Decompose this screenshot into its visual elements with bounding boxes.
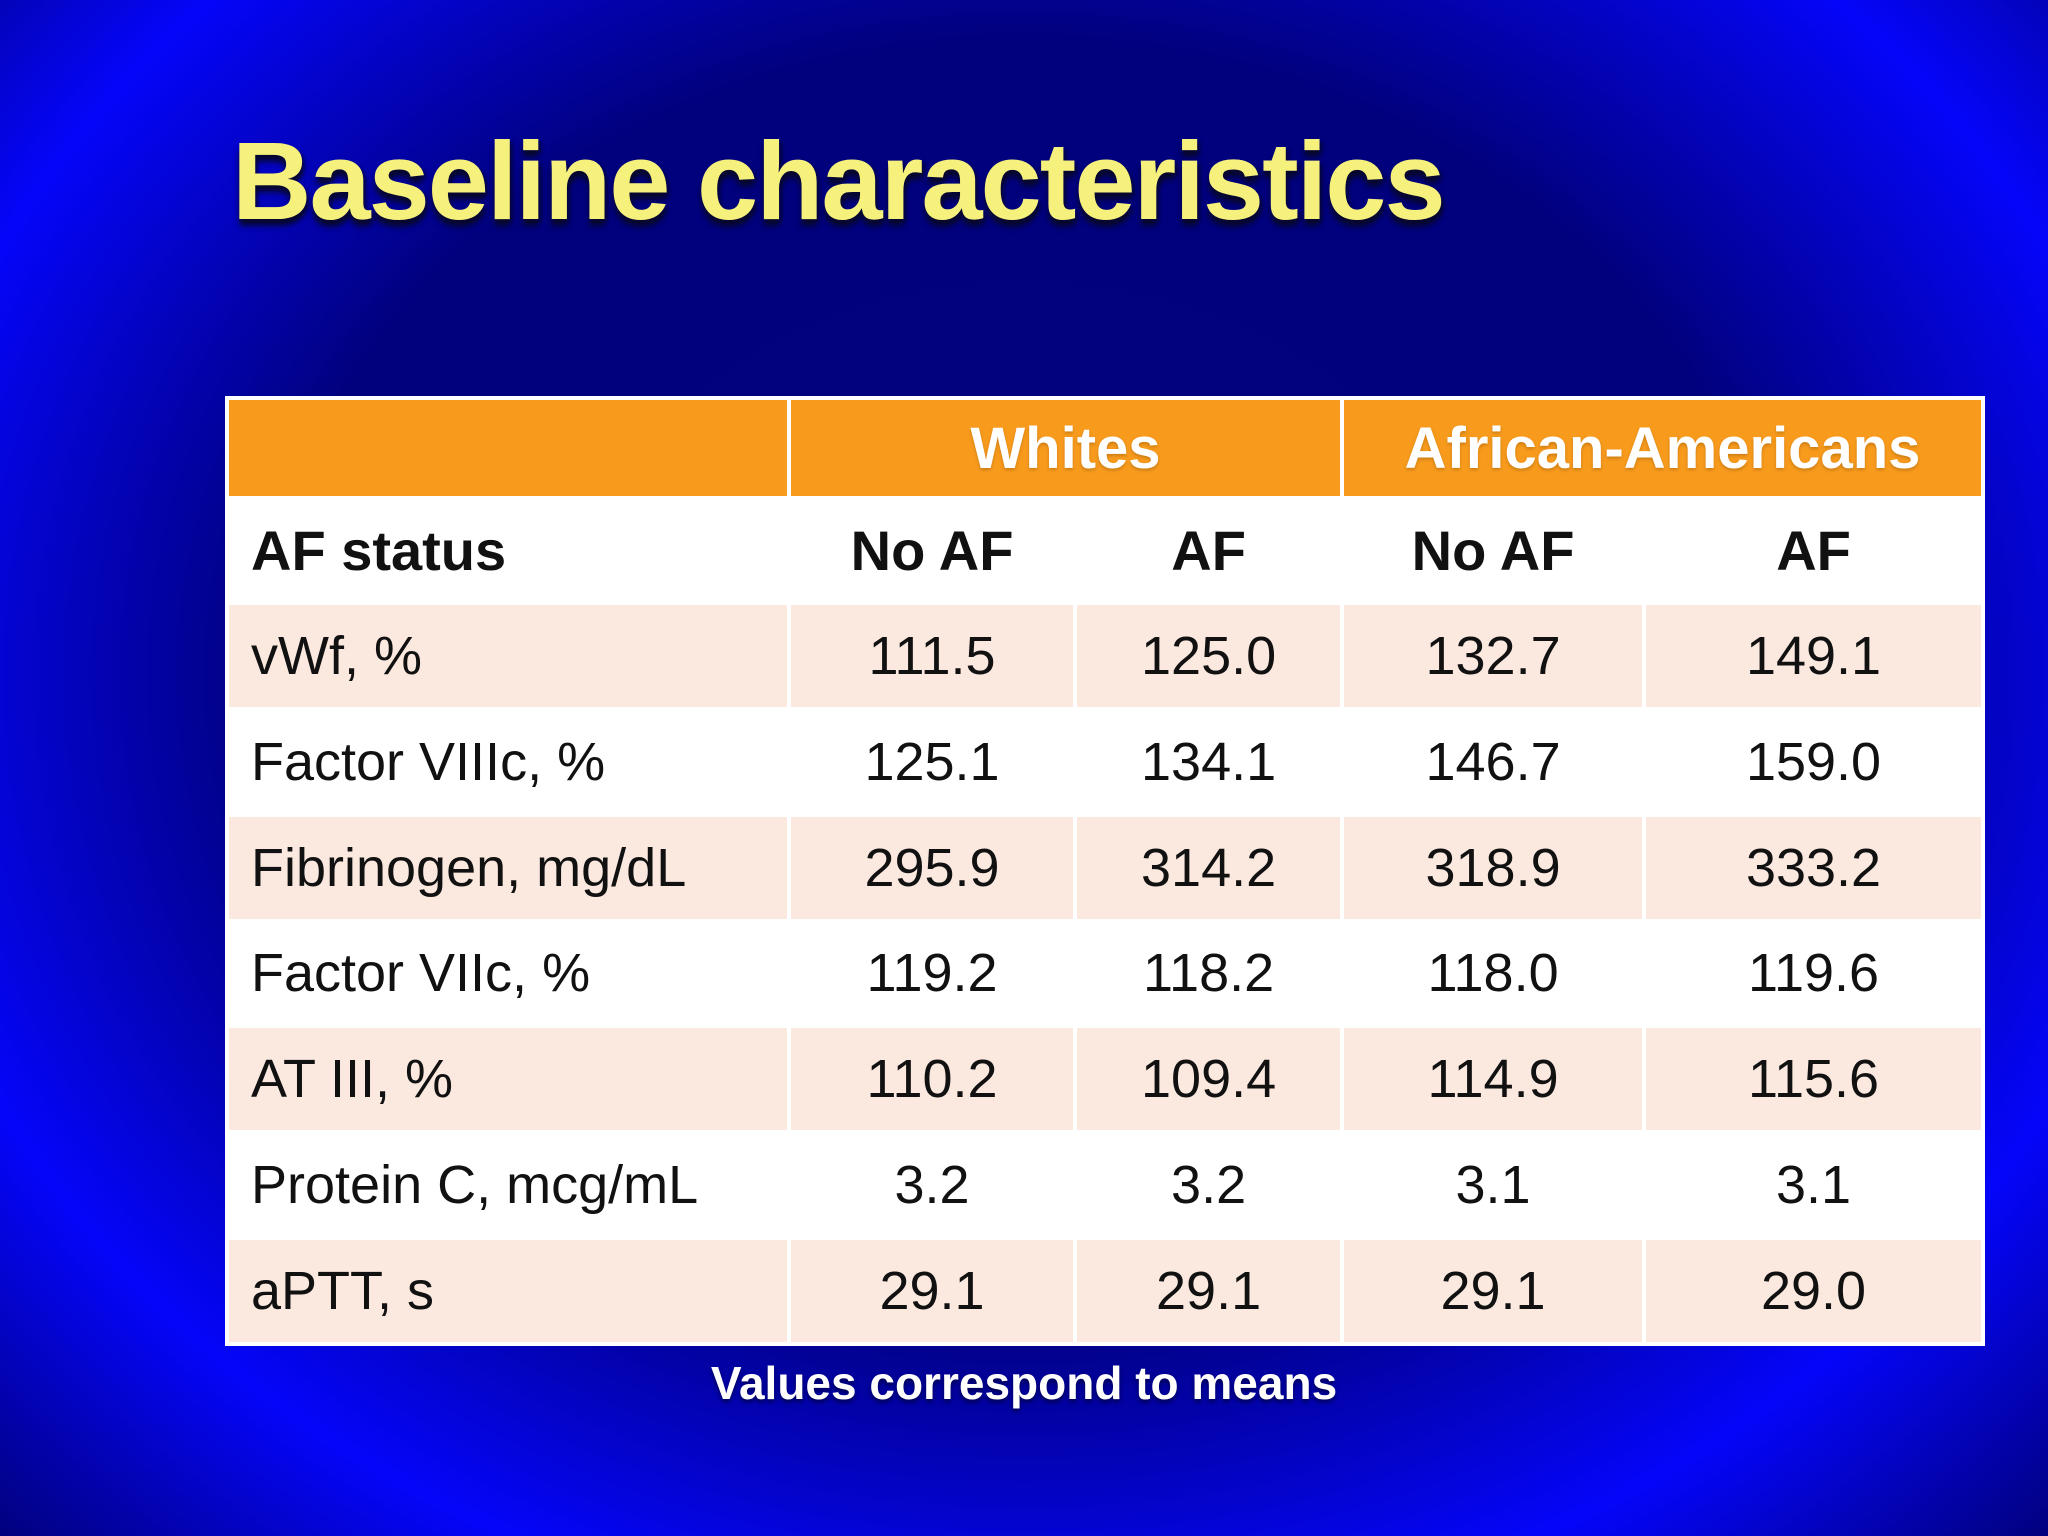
slide-title: Baseline characteristics: [232, 120, 1446, 243]
value-cell: 333.2: [1642, 812, 1985, 923]
baseline-characteristics-table: Whites African-Americans AF status No AF…: [225, 396, 1985, 1346]
table-row-fibrinogen: Fibrinogen, mg/dL 295.9 314.2 318.9 333.…: [225, 812, 1985, 923]
row-label: AT III, %: [225, 1024, 791, 1135]
table-row-at-iii: AT III, % 110.2 109.4 114.9 115.6: [225, 1024, 1985, 1135]
group-header-row: Whites African-Americans: [225, 396, 1985, 500]
subheader-aa-af: AF: [1642, 496, 1985, 605]
value-cell: 29.0: [1642, 1236, 1985, 1346]
row-label: Factor VIIIc, %: [225, 706, 791, 817]
value-cell: 3.2: [786, 1130, 1078, 1241]
value-cell: 110.2: [786, 1024, 1078, 1135]
value-cell: 125.0: [1073, 601, 1345, 711]
value-cell: 109.4: [1073, 1024, 1345, 1135]
value-cell: 119.6: [1642, 918, 1985, 1029]
value-cell: 125.1: [786, 706, 1078, 817]
value-cell: 159.0: [1642, 706, 1985, 817]
group-header-african-americans: African-Americans: [1340, 396, 1985, 500]
value-cell: 314.2: [1073, 812, 1345, 923]
table-row-protein-c: Protein C, mcg/mL 3.2 3.2 3.1 3.1: [225, 1130, 1985, 1241]
value-cell: 134.1: [1073, 706, 1345, 817]
table-row-vwf: vWf, % 111.5 125.0 132.7 149.1: [225, 601, 1985, 711]
value-cell: 149.1: [1642, 601, 1985, 711]
row-label: aPTT, s: [225, 1236, 791, 1346]
table-row-aptt: aPTT, s 29.1 29.1 29.1 29.0: [225, 1236, 1985, 1346]
subheader-whites-af: AF: [1073, 496, 1345, 605]
value-cell: 29.1: [1073, 1236, 1345, 1346]
value-cell: 295.9: [786, 812, 1078, 923]
value-cell: 29.1: [786, 1236, 1078, 1346]
row-label: Fibrinogen, mg/dL: [225, 812, 791, 923]
value-cell: 318.9: [1340, 812, 1647, 923]
subheader-whites-no-af: No AF: [786, 496, 1078, 605]
value-cell: 111.5: [786, 601, 1078, 711]
table-row-factor-viiic: Factor VIIIc, % 125.1 134.1 146.7 159.0: [225, 706, 1985, 817]
value-cell: 118.0: [1340, 918, 1647, 1029]
row-label: vWf, %: [225, 601, 791, 711]
value-cell: 114.9: [1340, 1024, 1647, 1135]
value-cell: 3.2: [1073, 1130, 1345, 1241]
value-cell: 29.1: [1340, 1236, 1647, 1346]
group-header-whites: Whites: [786, 396, 1345, 500]
slide-footnote: Values correspond to means: [710, 1357, 1338, 1409]
row-label: Factor VIIc, %: [225, 918, 791, 1029]
subheader-aa-no-af: No AF: [1340, 496, 1647, 605]
value-cell: 3.1: [1642, 1130, 1985, 1241]
value-cell: 3.1: [1340, 1130, 1647, 1241]
group-header-empty-cell: [225, 396, 791, 500]
value-cell: 118.2: [1073, 918, 1345, 1029]
subheader-row-label: AF status: [225, 496, 791, 605]
value-cell: 146.7: [1340, 706, 1647, 817]
value-cell: 132.7: [1340, 601, 1647, 711]
row-label: Protein C, mcg/mL: [225, 1130, 791, 1241]
value-cell: 119.2: [786, 918, 1078, 1029]
value-cell: 115.6: [1642, 1024, 1985, 1135]
subheader-row: AF status No AF AF No AF AF: [225, 496, 1985, 605]
table-row-factor-viic: Factor VIIc, % 119.2 118.2 118.0 119.6: [225, 918, 1985, 1029]
